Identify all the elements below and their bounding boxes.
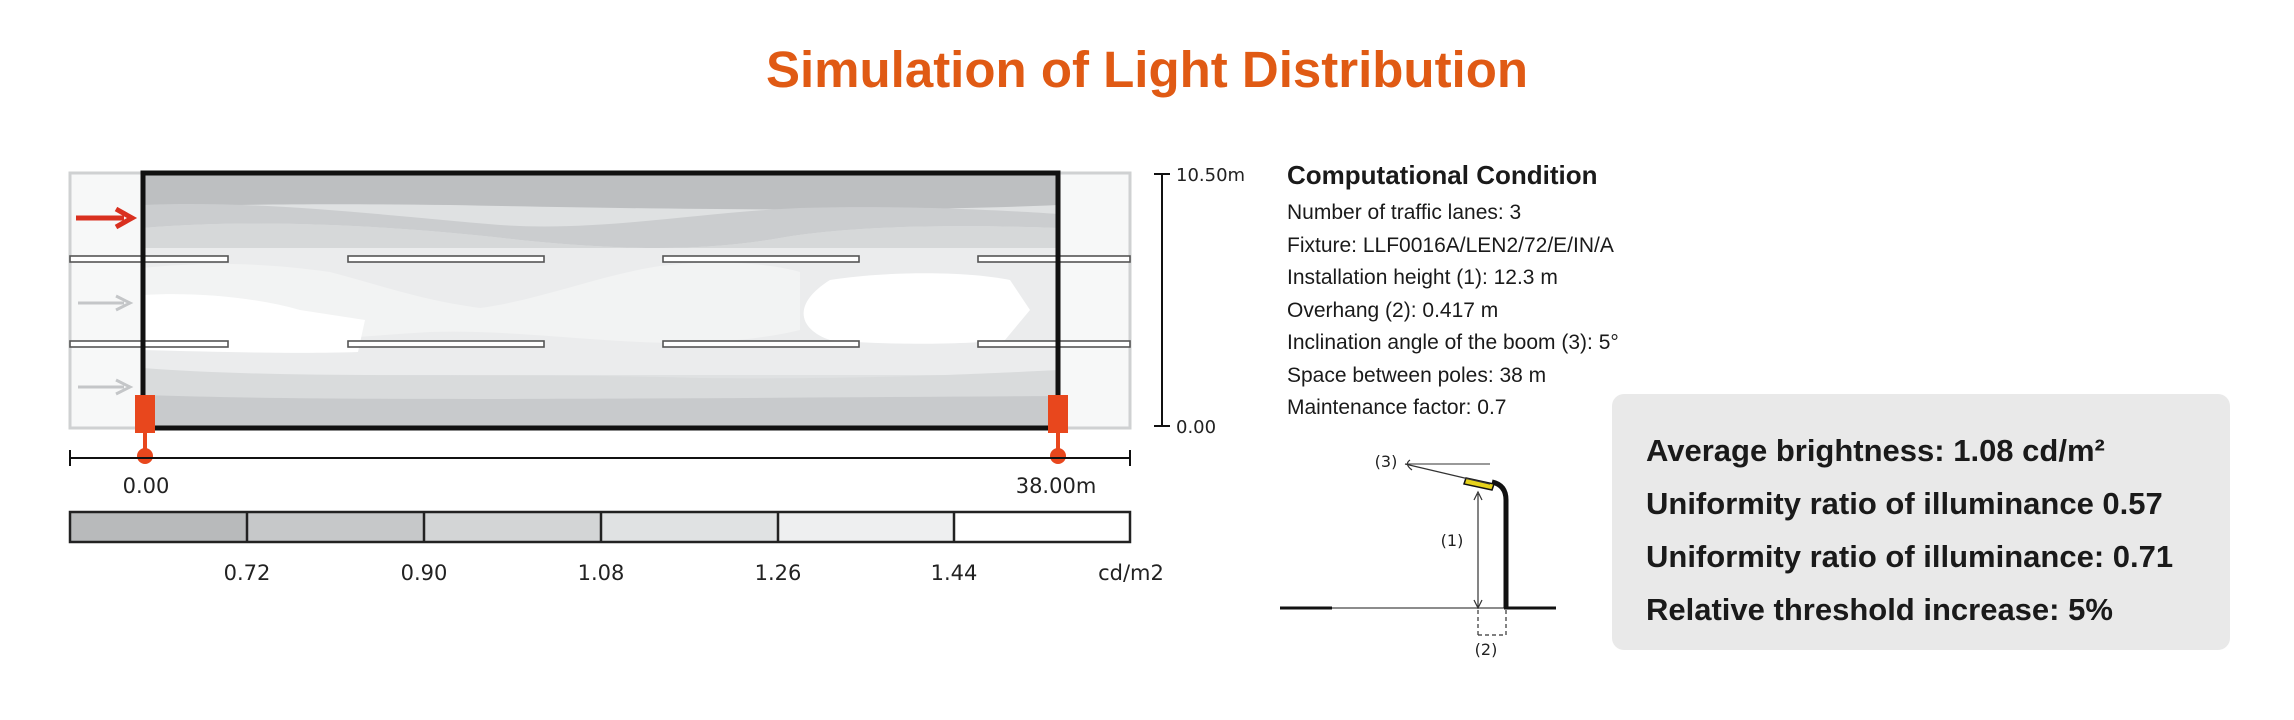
result-uniformity-ratio: Uniformity ratio of illuminance: 0.71 [1646,539,2174,574]
results-panel: Average brightness: 1.08 cd/m² Uniformit… [1612,394,2230,650]
condition-item: Inclination angle of the boom (3): 5° [1287,331,1619,354]
illuminance-heatmap [143,173,1058,428]
luminaire-icon [1463,477,1495,491]
height-top-label: 10.50m [1176,165,1245,186]
scale-tick-label: 1.08 [578,561,625,585]
pole-geometry-diagram: (1) (2) (3) [1280,452,1556,659]
scale-segment [954,512,1130,542]
length-dimension [69,450,1131,466]
condition-title: Computational Condition [1287,160,1598,190]
label-3: (3) [1375,452,1398,471]
scale-segment [424,512,601,542]
condition-item: Overhang (2): 0.417 m [1287,298,1499,322]
length-end-label: 38.00m [1016,474,1097,498]
height-dimension [1154,173,1170,427]
condition-item: Maintenance factor: 0.7 [1287,396,1507,419]
arrow-right-icon [115,378,134,396]
height-bottom-label: 0.00 [1176,417,1216,438]
road-light-distribution-diagram: 10.50m 0.00 0.00 38.00m 0.72 0.90 1.08 1… [68,165,1245,585]
scale-segment [70,512,247,542]
result-uniformity-ratio: Uniformity ratio of illuminance 0.57 [1646,486,2163,521]
lane-markings [69,255,1131,348]
result-threshold-increase: Relative threshold increase: 5% [1646,592,2113,627]
label-2: (2) [1475,640,1498,659]
computational-condition-panel: Computational Condition Number of traffi… [1287,160,1707,425]
length-start-label: 0.00 [123,474,170,498]
traffic-direction-arrows [76,206,138,396]
condition-item: Number of traffic lanes: 3 [1287,201,1522,224]
pole-shape [1491,479,1509,608]
scale-segment [778,512,954,542]
scale-tick-label: 0.90 [401,561,448,585]
scale-unit-label: cd/m2 [1098,561,1164,585]
page-title: Simulation of Light Distribution [765,41,1529,98]
label-1: (1) [1441,531,1464,550]
result-average-brightness: Average brightness: 1.08 cd/m² [1646,433,2105,468]
arrow-right-icon [114,206,138,230]
condition-item: Installation height (1): 12.3 m [1287,266,1558,289]
condition-item: Fixture: LLF0016A/LEN2/72/E/IN/A [1287,233,1614,257]
pole-left [135,395,155,464]
pole-right [1048,395,1068,464]
scale-tick-label: 1.44 [931,561,978,585]
condition-item: Space between poles: 38 m [1287,363,1547,387]
scale-tick-label: 0.72 [224,561,271,585]
scale-segment [247,512,424,542]
scale-tick-label: 1.26 [755,561,802,585]
arrow-right-icon [115,294,134,312]
scale-segment [601,512,778,542]
calculation-area-border [140,170,1061,431]
luminance-scale [68,510,1132,544]
